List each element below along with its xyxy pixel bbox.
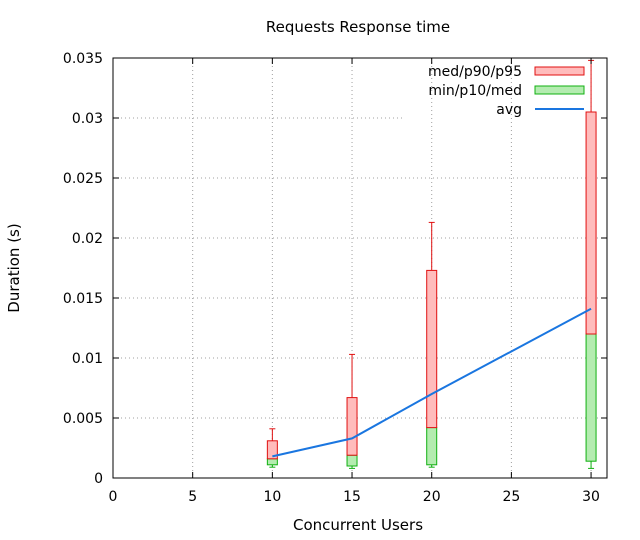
box-med-p90-p95: [346, 397, 358, 456]
box-min-p10-med: [266, 458, 278, 466]
legend-label: min/p10/med: [428, 83, 522, 99]
y-tick-label: 0.015: [63, 291, 103, 307]
x-tick-label: 20: [423, 489, 441, 505]
box-min-p10-med: [585, 333, 597, 462]
box-med-p90-p95: [266, 440, 278, 460]
plot-frame: [112, 57, 608, 479]
y-tick-label: 0.005: [63, 411, 103, 427]
chart-title: Requests Response time: [266, 18, 450, 36]
axis-ticks: 0 0.005 0.01 0.015 0.02 0.025 0.03 0.035 0 5 10 15 2…: [63, 51, 607, 505]
box-min-p10-med: [346, 454, 358, 467]
box-med-p90-p95: [585, 111, 597, 335]
y-tick-label: 0.02: [72, 231, 103, 247]
legend-label: med/p90/p95: [428, 64, 522, 80]
y-tick-label: 0.025: [63, 171, 103, 187]
legend-label: avg: [496, 102, 522, 118]
avg-line: [272, 307, 592, 458]
box-min-p10-med: [426, 427, 438, 466]
y-tick-label: 0: [94, 471, 103, 487]
x-tick-label: 5: [188, 489, 197, 505]
legend-swatch: [534, 85, 585, 95]
box-med-p90-p95: [426, 269, 438, 429]
plot-area: [266, 59, 597, 469]
x-tick-label: 30: [582, 489, 600, 505]
x-tick-label: 25: [502, 489, 520, 505]
x-axis-title: Concurrent Users: [293, 516, 423, 534]
grid: [113, 58, 607, 478]
legend: med/p90/p95 min/p10/med avg: [428, 64, 585, 118]
x-tick-label: 10: [263, 489, 281, 505]
y-tick-label: 0.01: [72, 351, 103, 367]
y-tick-label: 0.035: [63, 51, 103, 67]
y-axis-title: Duration (s): [5, 223, 23, 312]
legend-swatch: [534, 66, 585, 76]
x-tick-label: 0: [109, 489, 118, 505]
x-tick-label: 15: [343, 489, 361, 505]
y-tick-label: 0.03: [72, 111, 103, 127]
